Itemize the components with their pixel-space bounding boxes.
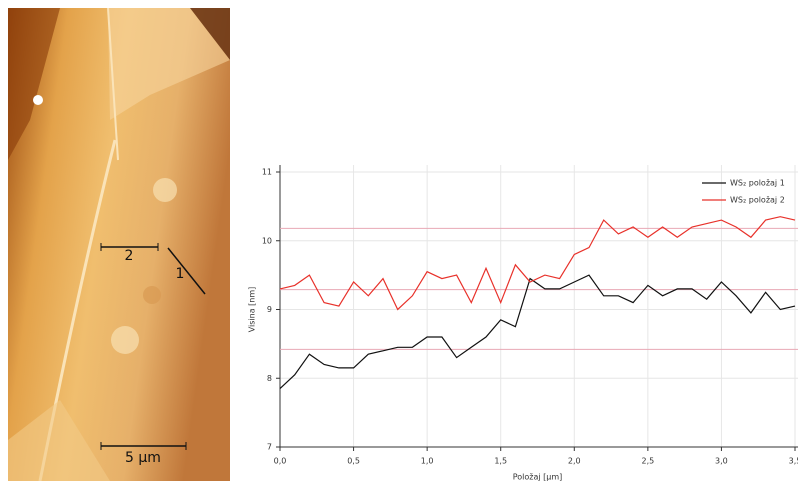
chart: 7 8 9 10 11 0,0 0,5 1,0 1,5 2,0 2,5 3,0 3,5 Visina [n… (248, 165, 798, 481)
y-tick-label: 8 (267, 374, 272, 383)
y-tick-label: 10 (262, 236, 272, 245)
x-tick-label: 3,5 (789, 457, 798, 466)
y-tick-label: 9 (267, 305, 272, 314)
x-tick-label: 3,0 (715, 457, 728, 466)
x-tick-label: 1,5 (494, 457, 507, 466)
x-tick-label: 0,5 (347, 457, 360, 466)
y-tick-label: 7 (267, 443, 272, 452)
y-axis-label: Visina [nm] (248, 287, 257, 333)
x-tick-label: 2,0 (568, 457, 581, 466)
afm-image: 2 1 5 µm (8, 8, 230, 481)
legend-label: WS₂ položaj 2 (730, 196, 785, 205)
legend-label: WS₂ položaj 1 (730, 179, 785, 188)
scale-bar-label: 5 µm (125, 450, 161, 466)
x-axis-label: Položaj [µm] (513, 473, 563, 481)
x-tick-label: 0,0 (274, 457, 287, 466)
series-line (279, 274, 796, 390)
x-tick-label: 2,5 (641, 457, 654, 466)
plot-area (279, 216, 798, 390)
profile-label: 2 (125, 248, 134, 264)
y-tick-label: 11 (262, 168, 272, 177)
series-line (279, 216, 796, 311)
profile-label: 1 (176, 266, 185, 282)
x-tick-label: 1,0 (421, 457, 434, 466)
